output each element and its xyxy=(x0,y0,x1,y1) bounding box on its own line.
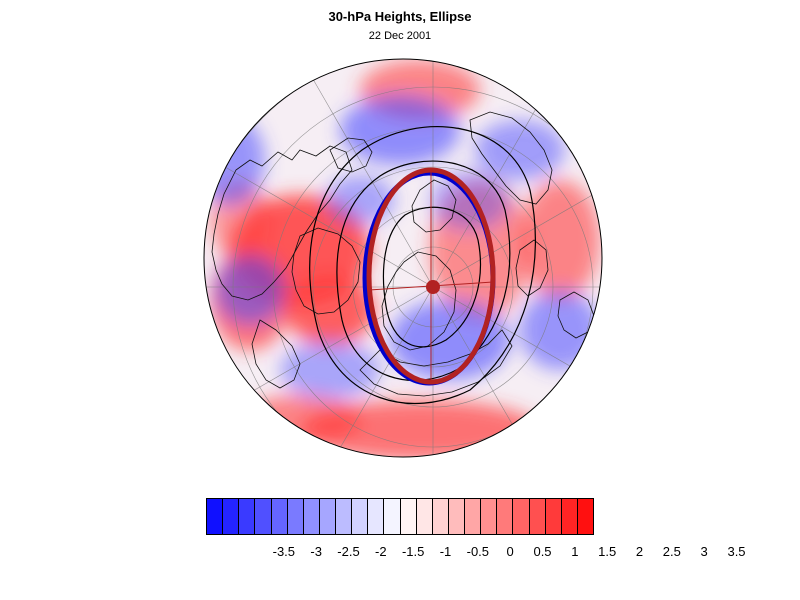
colorbar-segment xyxy=(448,499,465,534)
meridian-line xyxy=(432,286,602,438)
anomaly-patch xyxy=(240,395,360,445)
colorbar-segment xyxy=(352,499,369,534)
colorbar xyxy=(206,498,594,535)
colorbar-segment xyxy=(400,499,417,534)
colorbar-segment xyxy=(255,499,272,534)
colorbar-segment xyxy=(465,499,482,534)
colorbar-segment xyxy=(545,499,562,534)
anomaly-patch xyxy=(280,340,380,400)
anomaly-patch xyxy=(475,120,565,180)
colorbar-tick-label: 3.5 xyxy=(727,544,746,559)
meridian-line xyxy=(282,286,434,457)
colorbar-tick-label: 2 xyxy=(635,544,644,559)
ellipse-center xyxy=(426,280,440,294)
anomaly-field xyxy=(204,60,600,457)
colorbar-segment xyxy=(239,499,256,534)
colorbar-tick-label: 2.5 xyxy=(662,544,681,559)
colorbar-segment xyxy=(287,499,304,534)
anomaly-patch xyxy=(390,300,510,380)
colorbar-segment xyxy=(497,499,514,534)
colorbar-tick-label: -0.5 xyxy=(466,544,490,559)
colorbar-segment xyxy=(577,499,593,534)
map-title: 30-hPa Heights, Ellipse xyxy=(328,9,472,24)
colorbar-segment xyxy=(481,499,498,534)
anomaly-patch xyxy=(340,95,460,165)
colorbar-tick-label: 1 xyxy=(571,544,579,559)
colorbar-segment xyxy=(416,499,433,534)
anomaly-patch xyxy=(215,255,285,325)
colorbar-tick-label: -2.5 xyxy=(337,544,360,559)
colorbar-segment xyxy=(561,499,578,534)
colorbar-tick-label: 3 xyxy=(700,544,708,559)
polar-map xyxy=(203,58,603,458)
globe-outline xyxy=(203,58,603,458)
anomaly-patch xyxy=(520,180,600,300)
ellipse-overlay xyxy=(362,167,496,386)
colorbar-segment xyxy=(529,499,546,534)
colorbar-tick-label: -3.5 xyxy=(272,544,296,559)
colorbar-segment xyxy=(223,499,240,534)
colorbar-segment xyxy=(303,499,320,534)
colorbar-ticks: -3.5 -3 -2.5 -2 -1.5 -1 -0.5 0 0.5 1 1.5 2 2.5 3 3.5 xyxy=(0,544,800,560)
colorbar-segment xyxy=(319,499,336,534)
meridian-line xyxy=(432,136,602,288)
colorbar-tick-label: 1.5 xyxy=(598,544,617,559)
colorbar-tick-label: -1 xyxy=(439,544,452,559)
colorbar-segment xyxy=(513,499,530,534)
colorbar-tick-label: -3 xyxy=(310,544,322,559)
colorbar-segment xyxy=(384,499,401,534)
map-subtitle: 22 Dec 2001 xyxy=(368,30,432,42)
anomaly-patch xyxy=(285,275,375,345)
colorbar-segment xyxy=(207,499,224,534)
colorbar-tick-label: -1.5 xyxy=(401,544,425,559)
colorbar-segment xyxy=(368,499,385,534)
colorbar-segment xyxy=(336,499,353,534)
colorbar-segment xyxy=(271,499,288,534)
colorbar-segment xyxy=(432,499,449,534)
colorbar-tick-label: 0.5 xyxy=(533,544,552,559)
meridian-line xyxy=(432,286,584,457)
colorbar-tick-label: -2 xyxy=(375,544,387,559)
colorbar-tick-label: 0 xyxy=(506,544,514,559)
